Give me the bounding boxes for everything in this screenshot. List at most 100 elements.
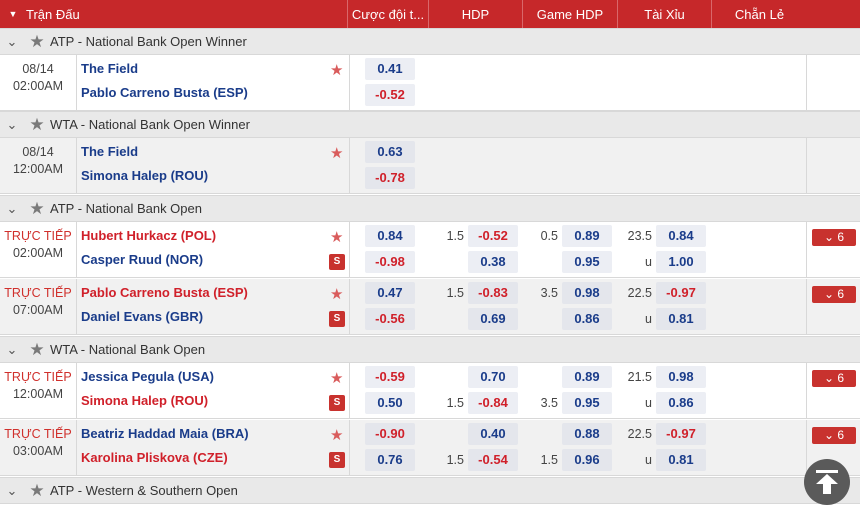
odds-button[interactable]: -0.78: [365, 167, 415, 189]
header-col-game-hdp[interactable]: Game HDP: [523, 0, 618, 28]
odds-button[interactable]: -0.90: [365, 423, 415, 445]
star-icon[interactable]: ★: [330, 370, 344, 387]
star-icon[interactable]: ★: [29, 339, 45, 359]
more-bets-button[interactable]: ⌄ 6: [812, 370, 856, 387]
league-name: ATP - National Bank Open: [50, 201, 202, 216]
odds-button[interactable]: 0.96: [562, 449, 612, 471]
chevron-down-icon[interactable]: ⌄: [6, 116, 18, 132]
odds-button[interactable]: 0.89: [562, 366, 612, 388]
handicap-line: 1.5: [446, 286, 464, 300]
odds-button[interactable]: -0.97: [656, 282, 706, 304]
under-label: u: [645, 255, 652, 269]
odds-button[interactable]: 0.40: [468, 423, 518, 445]
under-label: u: [645, 453, 652, 467]
match-time: 08/14 02:00AM: [0, 55, 76, 111]
odds-button[interactable]: -0.56: [365, 308, 415, 330]
stream-icon[interactable]: S: [329, 395, 345, 411]
team-home: Pablo Carreno Busta (ESP): [81, 285, 248, 300]
handicap-line: 1.5: [446, 396, 464, 410]
live-label: TRỰC TIẾP: [4, 286, 72, 300]
odds-button[interactable]: 0.76: [365, 449, 415, 471]
odds-button[interactable]: 0.88: [562, 423, 612, 445]
odds-button[interactable]: 0.69: [468, 308, 518, 330]
chevron-down-icon: ⌄: [823, 287, 835, 301]
team-away: Daniel Evans (GBR): [81, 309, 204, 324]
odds-button[interactable]: 0.81: [656, 449, 706, 471]
chevron-down-icon: ⌄: [823, 428, 835, 442]
star-icon[interactable]: ★: [330, 229, 344, 246]
odds-button[interactable]: -0.59: [365, 366, 415, 388]
under-label: u: [645, 312, 652, 326]
odds-button[interactable]: 0.70: [468, 366, 518, 388]
arrow-up-icon: [816, 470, 838, 494]
odds-button[interactable]: 0.50: [365, 392, 415, 414]
league-header[interactable]: ⌄ ★ ATP - National Bank Open: [0, 195, 860, 222]
more-bets-button[interactable]: ⌄ 6: [812, 427, 856, 444]
chevron-down-icon[interactable]: ⌄: [6, 200, 18, 216]
odds-button[interactable]: -0.52: [365, 84, 415, 106]
odds-button[interactable]: -0.54: [468, 449, 518, 471]
match-row: TRỰC TIẾP 12:00AM Jessica Pegula (USA) S…: [0, 363, 860, 419]
odds-button[interactable]: 0.86: [656, 392, 706, 414]
header-col-over-under[interactable]: Tài Xỉu: [618, 0, 712, 28]
header-col-outright[interactable]: Cược đội t...: [348, 0, 429, 28]
odds-button[interactable]: 0.89: [562, 225, 612, 247]
odds-button[interactable]: 1.00: [656, 251, 706, 273]
star-icon[interactable]: ★: [330, 427, 344, 444]
header-col-odd-even[interactable]: Chẵn Lẻ: [734, 6, 785, 22]
match-time: 08/14 12:00AM: [0, 138, 76, 194]
header-col-hdp[interactable]: HDP: [429, 0, 523, 28]
total-line: 22.5: [627, 286, 652, 300]
star-icon[interactable]: ★: [29, 31, 45, 51]
odds-button[interactable]: 0.98: [656, 366, 706, 388]
handicap-line: 3.5: [540, 396, 558, 410]
handicap-line: 1.5: [446, 453, 464, 467]
odds-button[interactable]: 0.84: [656, 225, 706, 247]
odds-button[interactable]: -0.83: [468, 282, 518, 304]
odds-button[interactable]: -0.52: [468, 225, 518, 247]
more-bets-button[interactable]: ⌄ 6: [812, 229, 856, 246]
stream-icon[interactable]: S: [329, 311, 345, 327]
odds-button[interactable]: 0.84: [365, 225, 415, 247]
match-row: 08/14 02:00AM The Field Pablo Carreno Bu…: [0, 55, 860, 111]
match-time: TRỰC TIẾP 07:00AM: [0, 279, 76, 335]
star-icon[interactable]: ★: [330, 286, 344, 303]
odds-button[interactable]: 0.38: [468, 251, 518, 273]
star-icon[interactable]: ★: [330, 62, 344, 79]
odds-button[interactable]: 0.86: [562, 308, 612, 330]
match-clock: 12:00AM: [12, 387, 64, 401]
table-header: ▼ Trận Đấu Cược đội t... HDP Game HDP Tà…: [0, 0, 860, 28]
header-match: ▼ Trận Đấu: [0, 0, 348, 28]
total-line: 23.5: [627, 229, 652, 243]
odds-button[interactable]: 0.41: [365, 58, 415, 80]
team-away: Simona Halep (ROU): [81, 168, 209, 183]
league-header[interactable]: ⌄ ★ ATP - Western & Southern Open: [0, 477, 860, 504]
league-header[interactable]: ⌄ ★ ATP - National Bank Open Winner: [0, 28, 860, 55]
scroll-top-button[interactable]: [804, 459, 850, 505]
odds-button[interactable]: 0.95: [562, 251, 612, 273]
chevron-down-icon[interactable]: ▼: [8, 9, 18, 19]
odds-button[interactable]: 0.81: [656, 308, 706, 330]
star-icon[interactable]: ★: [29, 114, 45, 134]
live-label: TRỰC TIẾP: [4, 370, 72, 384]
stream-icon[interactable]: S: [329, 254, 345, 270]
star-icon[interactable]: ★: [29, 198, 45, 218]
odds-button[interactable]: -0.97: [656, 423, 706, 445]
odds-button[interactable]: 0.95: [562, 392, 612, 414]
league-header[interactable]: ⌄ ★ WTA - National Bank Open: [0, 336, 860, 363]
star-icon[interactable]: ★: [29, 480, 45, 500]
odds-button[interactable]: -0.98: [365, 251, 415, 273]
league-name: ATP - National Bank Open Winner: [50, 34, 247, 49]
odds-button[interactable]: 0.98: [562, 282, 612, 304]
under-label: u: [645, 396, 652, 410]
chevron-down-icon[interactable]: ⌄: [6, 482, 18, 498]
star-icon[interactable]: ★: [330, 145, 344, 162]
chevron-down-icon[interactable]: ⌄: [6, 33, 18, 49]
stream-icon[interactable]: S: [329, 452, 345, 468]
odds-button[interactable]: 0.63: [365, 141, 415, 163]
more-bets-button[interactable]: ⌄ 6: [812, 286, 856, 303]
league-header[interactable]: ⌄ ★ WTA - National Bank Open Winner: [0, 111, 860, 138]
chevron-down-icon[interactable]: ⌄: [6, 341, 18, 357]
odds-button[interactable]: -0.84: [468, 392, 518, 414]
odds-button[interactable]: 0.47: [365, 282, 415, 304]
